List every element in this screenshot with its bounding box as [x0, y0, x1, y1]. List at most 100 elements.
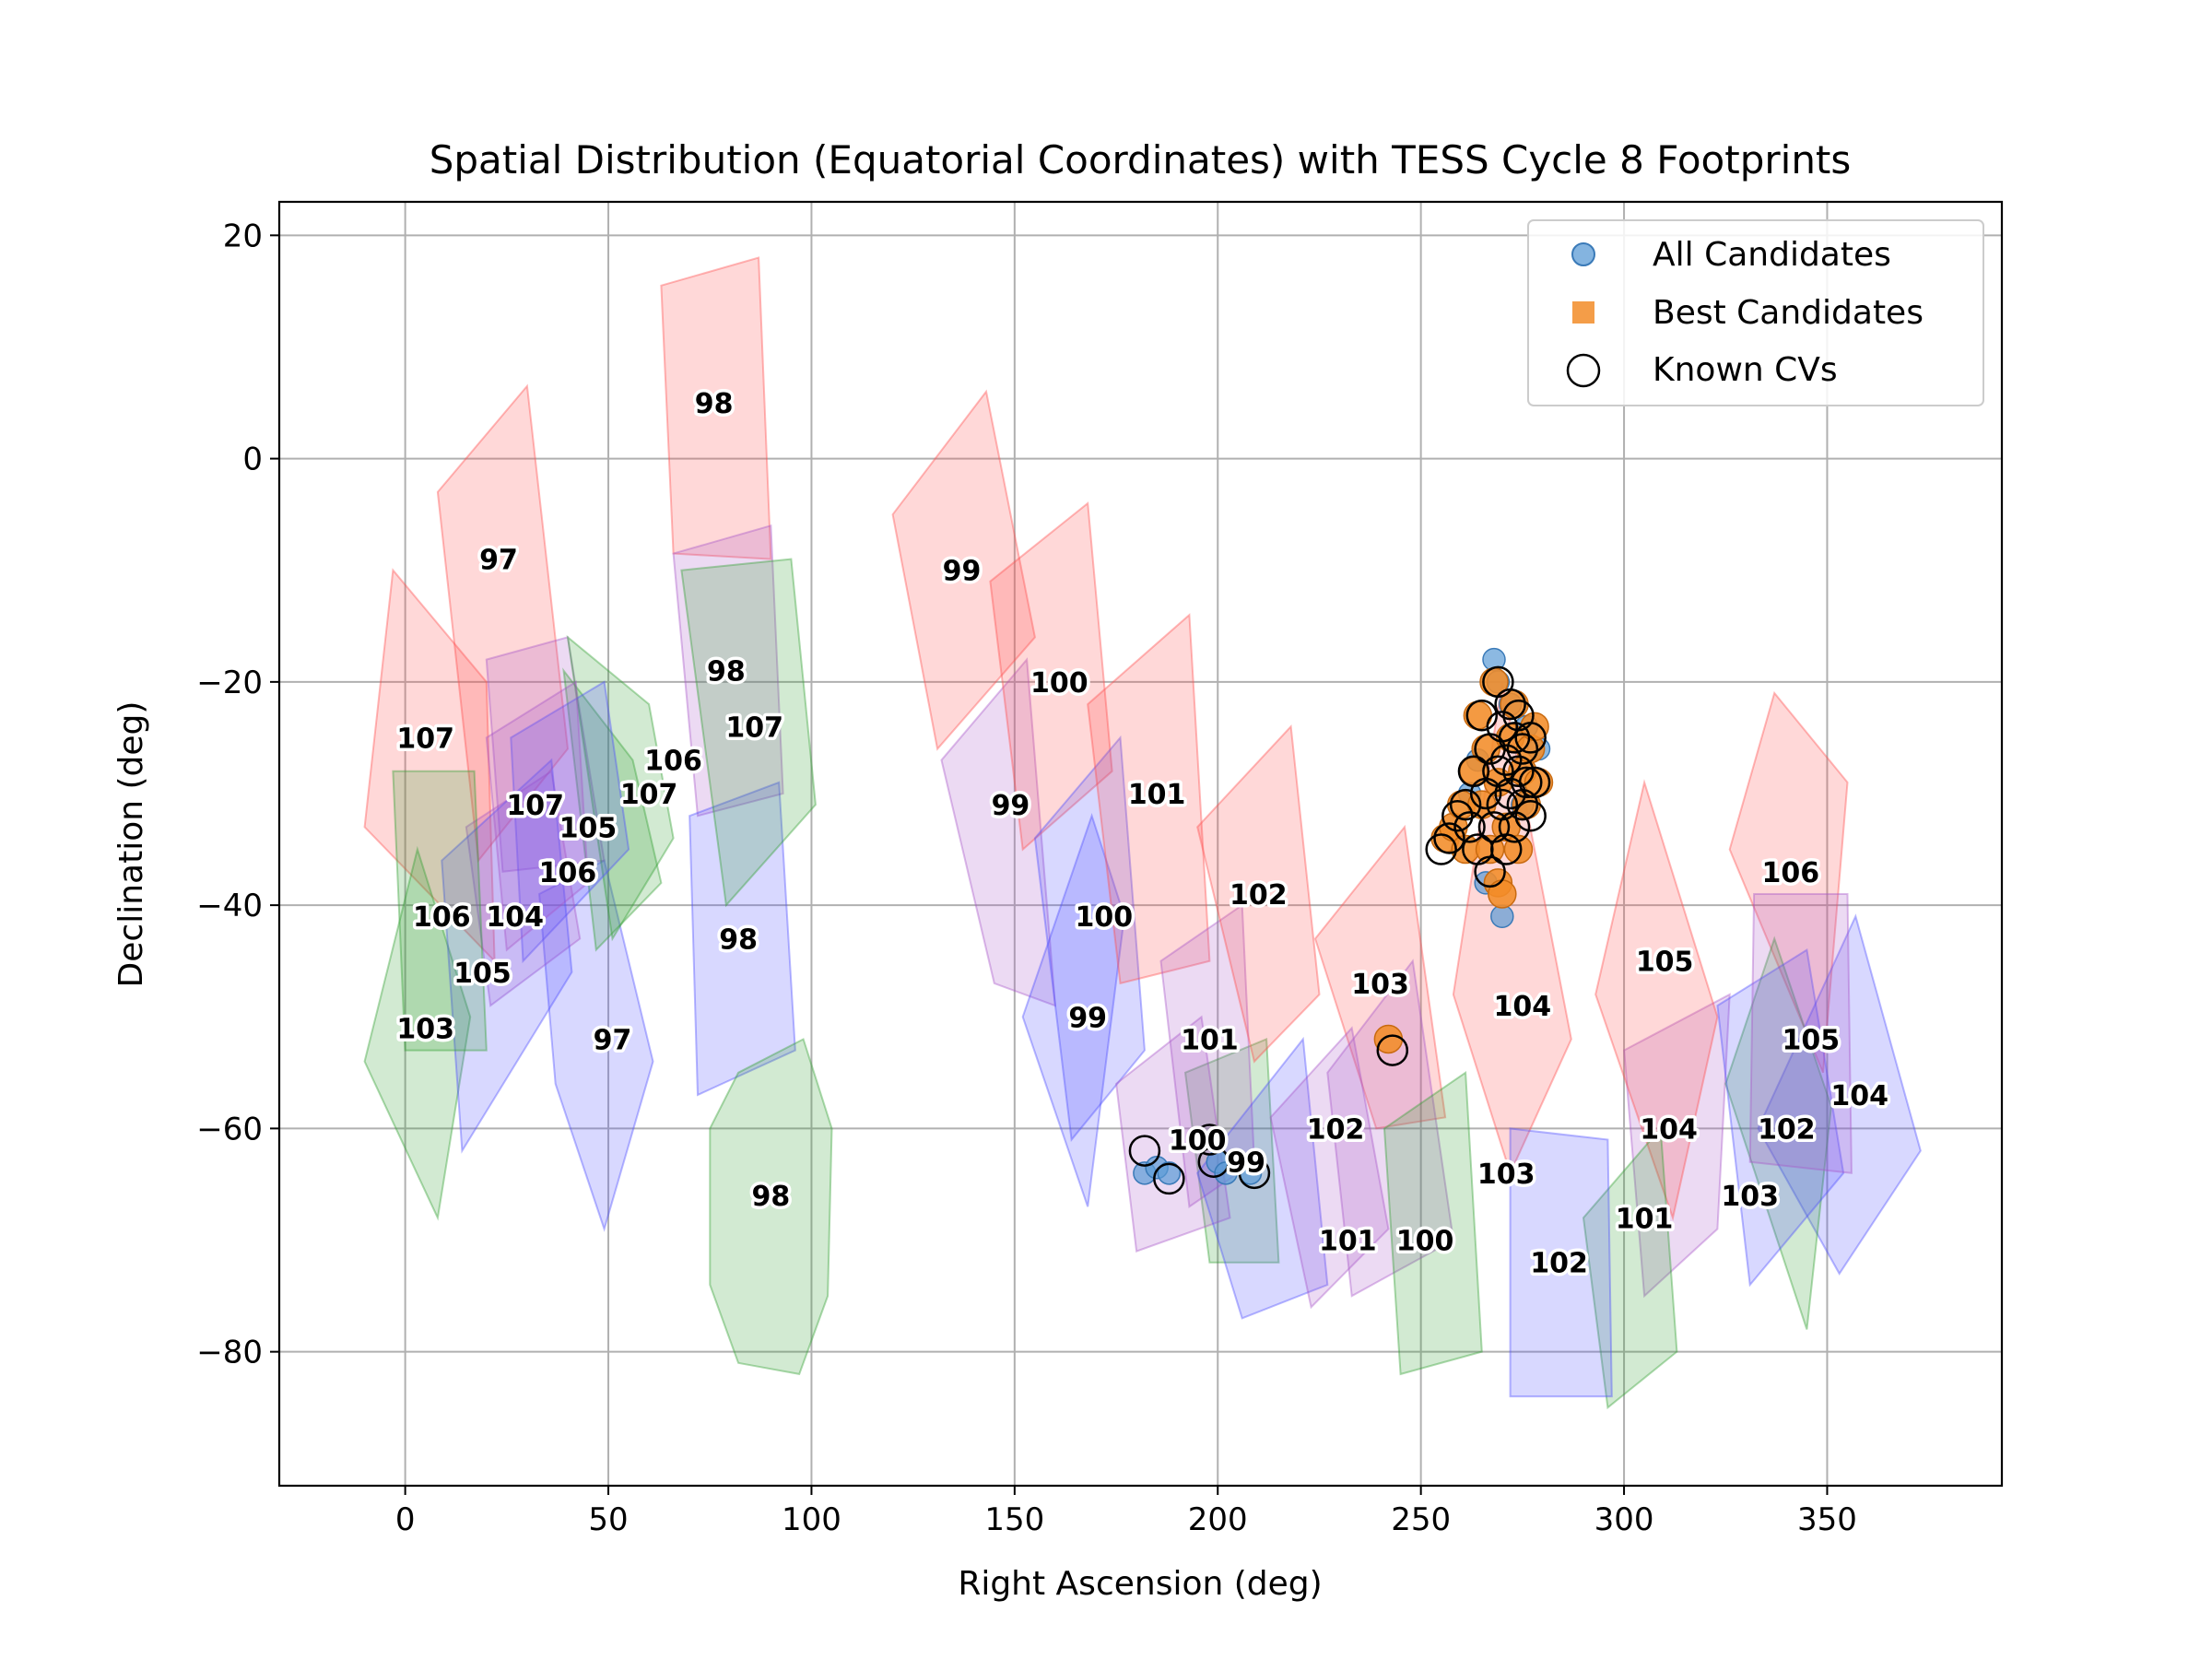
footprint-sector-103 [392, 770, 488, 1052]
legend-marker-best-candidates [1572, 301, 1594, 324]
footprint-label-105: 105 [1783, 1024, 1841, 1056]
data-points [1128, 647, 1554, 1195]
footprint-sector-99 [1183, 1038, 1280, 1264]
known-cv-marker [1514, 799, 1547, 832]
footprint-sector-101 [1159, 903, 1255, 1208]
footprint-label-97: 97 [594, 1024, 632, 1056]
footprint-sector-98 [688, 781, 796, 1097]
legend-box [1527, 219, 1984, 406]
legend-label-best-candidates: Best Candidates [1653, 294, 1924, 332]
grid [279, 202, 2002, 1486]
footprint-sector-101 [1196, 1036, 1329, 1320]
y-axis-title: Declination (deg) [112, 701, 150, 988]
footprint-label-98: 98 [707, 656, 746, 688]
footprint-sector-97 [538, 859, 654, 1232]
legend-marker-all-candidates [1571, 242, 1595, 266]
footprint-sector-101 [1087, 613, 1211, 985]
plot-frame [277, 200, 2004, 1488]
known-cv-marker [1474, 855, 1506, 888]
footprint-sector-97 [436, 383, 570, 864]
footprint-sector-98 [709, 1038, 833, 1376]
known-cv-marker [1465, 699, 1499, 732]
y-tick-label: 20 [223, 218, 263, 254]
footprint-sector-105 [1594, 779, 1719, 1221]
footprint-sector-99 [940, 657, 1057, 1007]
known-cv-marker [1511, 766, 1543, 799]
footprint-label-97: 97 [479, 545, 518, 577]
known-cv-marker [1194, 1124, 1226, 1156]
footprint-sector-105 [441, 758, 573, 1154]
x-axis-title: Right Ascension (deg) [958, 1565, 1322, 1603]
footprint-label-101: 101 [1128, 779, 1186, 811]
footprint-label-100: 100 [1396, 1226, 1454, 1258]
footprint-label-107: 107 [725, 712, 783, 744]
all-candidate-point [1490, 904, 1514, 928]
footprint-sector-103 [1326, 959, 1454, 1298]
x-tick-label: 100 [782, 1501, 841, 1538]
all-candidate-point [1214, 1161, 1238, 1185]
footprint-label-100: 100 [1030, 667, 1088, 700]
footprint-sector-101 [1582, 1125, 1678, 1410]
footprint-label-103: 103 [1477, 1159, 1535, 1191]
footprint-label-106: 106 [539, 857, 597, 889]
known-cv-marker [1376, 1034, 1409, 1066]
known-cv-marker [1449, 788, 1482, 821]
footprint-label-103: 103 [396, 1013, 454, 1045]
footprint-label-104: 104 [1830, 1080, 1888, 1112]
legend-label-all-candidates: All Candidates [1653, 236, 1891, 274]
known-cv-marker [1506, 733, 1539, 765]
footprint-sector-107 [485, 636, 606, 873]
y-tick-label: 0 [242, 441, 263, 478]
footprint-sector-104 [1757, 913, 1922, 1276]
footprint-sector-102 [1196, 724, 1321, 1064]
chart-title: Spatial Distribution (Equatorial Coordin… [429, 137, 1852, 182]
footprint-sector-106 [363, 845, 472, 1221]
footprint-label-102: 102 [1230, 879, 1288, 912]
footprint-label-107: 107 [506, 790, 564, 822]
footprint-sector-103 [1313, 824, 1447, 1130]
y-tick-label: −40 [196, 888, 263, 924]
known-cv-marker [1153, 1162, 1185, 1195]
footprint-label-105: 105 [453, 958, 512, 990]
known-cv-marker [1128, 1135, 1161, 1167]
footprint-sector-107 [562, 667, 663, 952]
known-cv-marker [1494, 688, 1526, 721]
known-cv-marker [1486, 711, 1519, 743]
known-cv-marker [1498, 811, 1531, 843]
known-cv-marker [1238, 1157, 1271, 1190]
footprint-sector-104 [1623, 993, 1731, 1299]
y-tick-label: −20 [196, 665, 263, 701]
known-cv-marker [1514, 722, 1547, 754]
footprint-sector-107 [680, 558, 817, 908]
legend: All Candidates Best Candidates Known CVs [1527, 219, 1984, 406]
x-tick-label: 300 [1594, 1501, 1654, 1538]
known-cv-marker [1453, 811, 1486, 843]
footprint-label-98: 98 [695, 388, 734, 420]
x-tick-label: 200 [1188, 1501, 1248, 1538]
footprint-label-102: 102 [1758, 1113, 1816, 1146]
x-tick-label: 150 [984, 1501, 1044, 1538]
y-tick-label: −60 [196, 1111, 263, 1147]
footprint-label-107: 107 [396, 723, 454, 755]
known-cv-marker [1502, 755, 1535, 788]
footprint-label-106: 106 [413, 901, 471, 934]
footprint-label-104: 104 [486, 901, 544, 934]
known-cv-marker [1197, 1146, 1230, 1178]
x-tick-label: 50 [588, 1501, 628, 1538]
footprint-sector-103 [1716, 947, 1845, 1288]
known-cv-marker [1518, 766, 1551, 799]
footprint-sector-105 [1724, 935, 1832, 1330]
footprint-sector-106 [510, 680, 630, 964]
footprint-sector-98 [672, 524, 784, 818]
footprint-label-99: 99 [1227, 1147, 1265, 1180]
footprint-label-102: 102 [1530, 1248, 1588, 1280]
footprint-sector-107 [363, 568, 496, 964]
known-cv-marker [1498, 722, 1531, 754]
footprint-sector-100 [1115, 1015, 1231, 1253]
known-cv-marker [1489, 833, 1523, 865]
footprint-label-102: 102 [1307, 1113, 1365, 1146]
legend-marker-known-cvs [1566, 353, 1601, 388]
